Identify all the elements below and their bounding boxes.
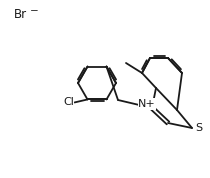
Text: N+: N+ [138, 99, 156, 109]
Text: Br: Br [14, 9, 27, 22]
Text: −: − [30, 6, 39, 16]
Text: S: S [196, 123, 203, 133]
Text: Cl: Cl [63, 97, 74, 108]
